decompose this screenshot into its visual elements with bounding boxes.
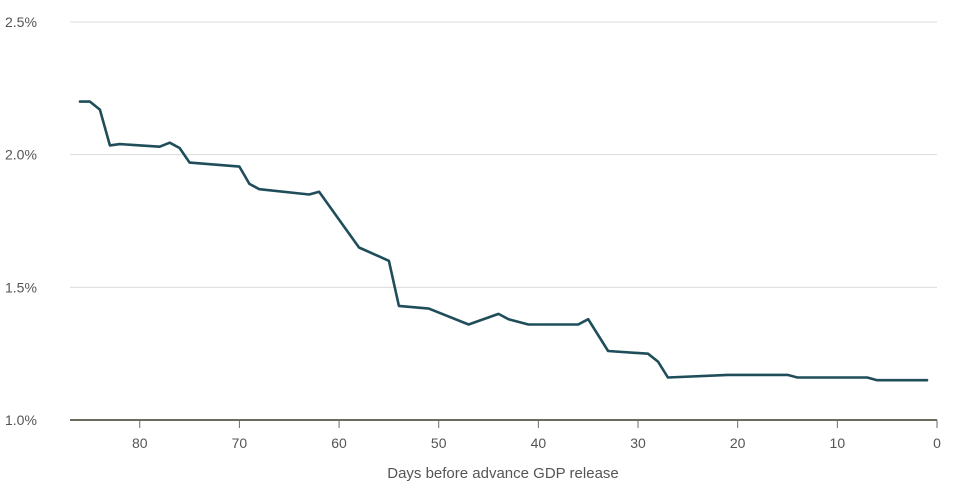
x-tick-label: 40: [531, 435, 547, 451]
series-line: [78, 100, 929, 382]
x-tick-label: 0: [933, 435, 941, 451]
y-axis-ticks: 1.0% 1.5% 2.0% 2.5%: [5, 14, 37, 428]
y-tick-label: 2.5%: [5, 14, 37, 30]
series-lines: [78, 100, 929, 382]
x-tick-label: 10: [830, 435, 846, 451]
y-tick-label: 1.0%: [5, 412, 37, 428]
x-tick-label: 30: [630, 435, 646, 451]
x-tick-label: 80: [132, 435, 148, 451]
x-tick-label: 50: [431, 435, 447, 451]
y-tick-label: 1.5%: [5, 279, 37, 295]
x-tick-label: 60: [331, 435, 347, 451]
x-tick-label: 20: [730, 435, 746, 451]
grid-lines: [70, 21, 937, 421]
x-tick-label: 70: [232, 435, 248, 451]
x-axis-ticks: 80 70 60 50 40 30 20 10 0: [132, 420, 941, 451]
y-tick-label: 2.0%: [5, 147, 37, 163]
x-axis-title: Days before advance GDP release: [387, 465, 619, 482]
